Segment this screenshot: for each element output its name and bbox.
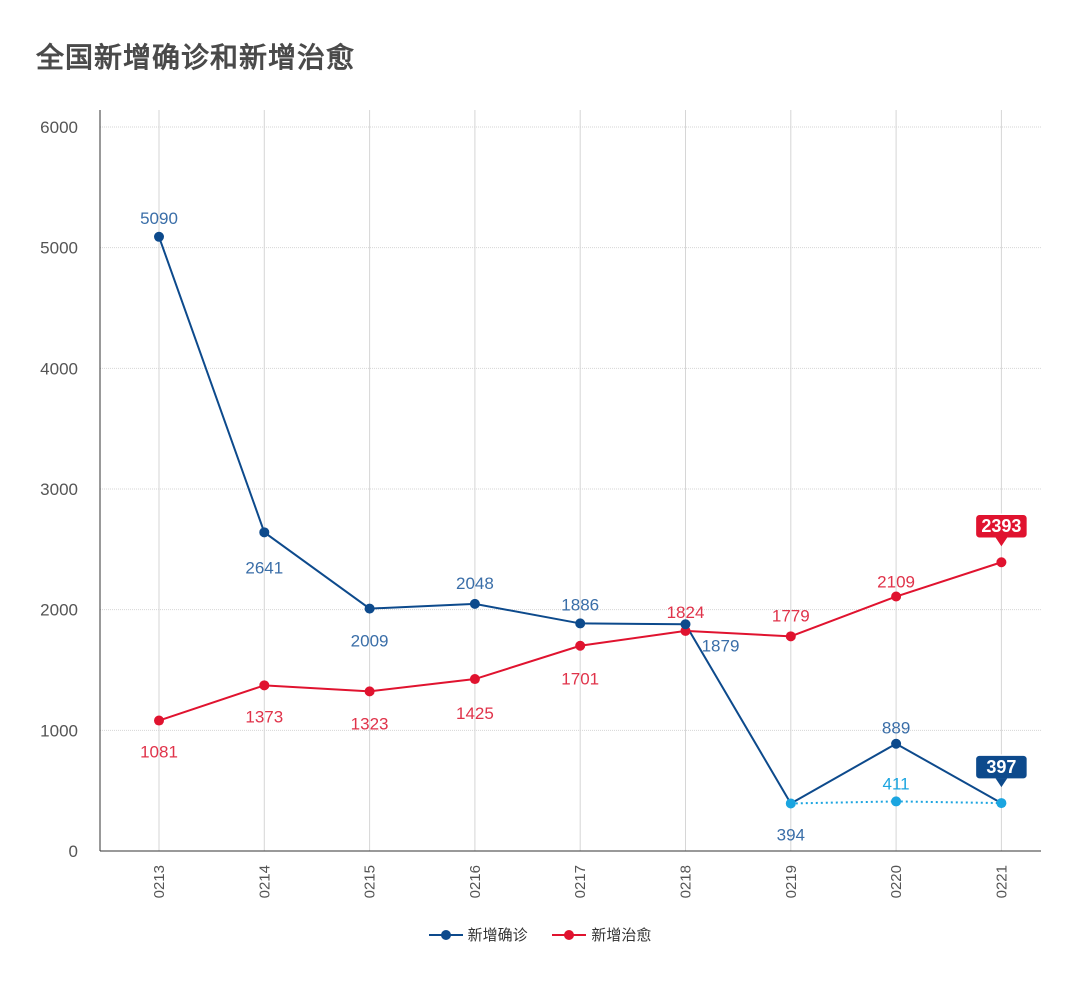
highlight-badge-confirmed: 397: [974, 754, 1029, 788]
data-point-confirmed: [259, 527, 270, 538]
x-tick-label: 0217: [572, 865, 589, 898]
data-point-confirmed: [996, 798, 1007, 809]
series-layer: [154, 231, 1007, 809]
data-point-confirmed: [680, 619, 691, 630]
legend-swatch-cured: [552, 929, 587, 941]
label-layer: 5090 2641 2009 2048 1886 1879 394 889 1081 1373 13…: [140, 209, 1029, 844]
x-tick-label: 0221: [993, 865, 1010, 898]
x-tick-label: 0213: [151, 865, 168, 898]
highlight-badge-cured-text: 2393: [981, 516, 1021, 536]
data-point-cured: [891, 591, 902, 602]
x-tick-label: 0219: [783, 865, 800, 898]
legend-item-cured[interactable]: 新增治愈: [552, 924, 651, 945]
y-tick-label: 2000: [40, 601, 78, 620]
y-tick-label: 3000: [40, 480, 78, 499]
legend: 新增确诊 新增治愈: [0, 924, 1080, 945]
data-label-confirmed: 394: [777, 825, 805, 844]
highlight-badge-confirmed-text: 397: [986, 757, 1016, 777]
data-label-cured: 1373: [245, 707, 283, 726]
x-tick-label: 0218: [678, 865, 695, 898]
data-label-cured: 1701: [561, 670, 599, 689]
y-tick-label: 1000: [40, 721, 78, 740]
data-label-cured: 1081: [140, 743, 178, 762]
axis-layer: 0 1000 2000 3000 4000 5000 6000 0213 0214 0215 021…: [40, 110, 1041, 898]
chart-title: 全国新增确诊和新增治愈: [36, 41, 356, 74]
x-tick-label: 0214: [256, 865, 273, 898]
data-label-confirmed: 1879: [702, 636, 740, 655]
data-label-cured: 1779: [772, 606, 810, 625]
grid-layer: [100, 110, 1041, 851]
data-label-confirmed: 5090: [140, 209, 178, 228]
legend-item-confirmed[interactable]: 新增确诊: [428, 924, 528, 945]
data-label-cured: 1425: [456, 704, 494, 723]
legend-label-confirmed: 新增确诊: [467, 926, 528, 944]
data-point-cured: [785, 631, 796, 642]
y-tick-label: 4000: [40, 359, 78, 378]
data-point-confirmed: [364, 603, 375, 614]
data-point-cured: [259, 680, 270, 691]
data-point-confirmed: [785, 798, 796, 809]
data-label-cured: 2109: [877, 573, 915, 592]
data-point-cured: [575, 640, 586, 651]
data-point-secondary: [891, 796, 902, 807]
data-label-confirmed: 889: [882, 719, 910, 738]
legend-swatch-confirmed: [428, 929, 463, 941]
highlight-badge-cured-pointer: [995, 537, 1008, 547]
data-label-secondary: 411: [883, 774, 910, 793]
data-label-confirmed: 2009: [351, 632, 389, 651]
data-point-confirmed: [575, 618, 586, 629]
data-point-cured: [469, 674, 480, 685]
data-label-confirmed: 2048: [456, 574, 494, 593]
data-label-confirmed: 2641: [245, 558, 283, 577]
x-tick-label: 0216: [467, 865, 484, 898]
y-tick-label: 5000: [40, 239, 78, 258]
y-tick-label: 6000: [40, 118, 78, 137]
data-point-cured: [996, 557, 1007, 568]
data-point-confirmed: [469, 598, 480, 609]
data-point-cured: [364, 686, 375, 697]
legend-label-cured: 新增治愈: [591, 926, 652, 944]
data-point-confirmed: [891, 738, 902, 749]
data-label-cured: 1323: [351, 714, 389, 733]
highlight-badge-confirmed-pointer: [995, 778, 1008, 788]
data-point-confirmed: [154, 231, 164, 242]
data-label-confirmed: 1886: [561, 595, 599, 614]
x-tick-label: 0220: [888, 865, 905, 898]
y-tick-label: 0: [69, 842, 78, 861]
highlight-badge-cured: 2393: [974, 513, 1029, 547]
data-label-cured: 1824: [667, 603, 705, 622]
data-point-cured: [154, 715, 164, 726]
x-tick-label: 0215: [362, 865, 379, 898]
